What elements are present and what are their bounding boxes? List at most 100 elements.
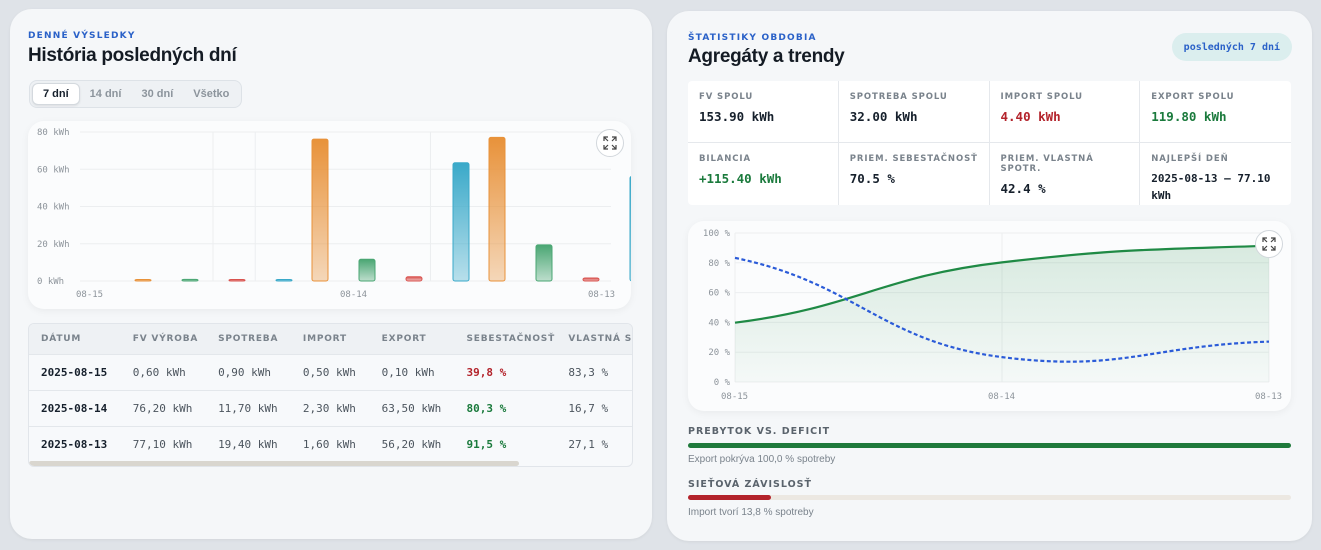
tab-14-days[interactable]: 14 dní xyxy=(89,88,122,100)
period-badge: posledných 7 dní xyxy=(1171,33,1292,61)
tab-30-days[interactable]: 30 dní xyxy=(141,88,174,100)
y-tick-label: 20 kWh xyxy=(37,240,70,250)
grid-dependency-bar-fill xyxy=(688,495,772,500)
bar xyxy=(629,175,647,282)
bar xyxy=(452,162,470,282)
cell-self-sufficiency: 91,5 % xyxy=(454,426,557,462)
stat-value: 32.00 kWh xyxy=(849,109,918,124)
expand-icon xyxy=(1262,237,1276,251)
cell-own-consumption: 16,7 % xyxy=(556,390,632,427)
line-chart-svg: 100 % 80 % 60 % 40 % 20 % 0 % 08-15 08-14 08-13 xyxy=(703,229,1282,402)
col-pv[interactable]: FV VÝROBA xyxy=(120,324,207,355)
page-title: História posledných dní xyxy=(28,45,237,66)
cell-export: 56,20 kWh xyxy=(369,426,455,462)
cell-self-sufficiency: 39,8 % xyxy=(454,354,557,391)
stat-export-total: EXPORT SPOLU 119.80 kWh xyxy=(1140,81,1291,143)
table-header-row: DÁTUM FV VÝROBA SPOTREBA IMPORT EXPORT S… xyxy=(29,324,632,355)
stat-value: 42.4 % xyxy=(1000,181,1046,196)
daily-results-card: DENNÉ VÝSLEDKY História posledných dní 7… xyxy=(10,9,652,539)
stat-value: 4.40 kWh xyxy=(1000,109,1061,124)
x-tick-label: 08-15 xyxy=(76,290,103,300)
x-tick-label: 08-14 xyxy=(340,290,367,300)
expand-icon xyxy=(603,136,617,150)
stat-label: NAJLEPŠÍ DEŇ xyxy=(1151,154,1229,164)
daily-bar-chart: 80 kWh 60 kWh 40 kWh 20 kWh 0 kWh 08-15 08-14 0… xyxy=(28,121,647,309)
stat-label: IMPORT SPOLU xyxy=(1000,92,1083,102)
trend-line-chart: 100 % 80 % 60 % 40 % 20 % 0 % 08-15 08-14 08-13 xyxy=(688,221,1291,411)
tab-all[interactable]: Všetko xyxy=(193,88,230,100)
cell-import: 2,30 kWh xyxy=(290,390,370,427)
range-tabs: 7 dní 14 dní 30 dní Všetko xyxy=(29,80,243,108)
stat-label: SPOTREBA SPOLU xyxy=(849,92,948,102)
col-export[interactable]: EXPORT xyxy=(369,324,455,355)
cell-pv: 77,10 kWh xyxy=(120,426,207,462)
expand-chart-button[interactable] xyxy=(1255,230,1283,258)
x-tick-label: 08-14 xyxy=(988,392,1015,402)
surplus-note: Export pokrýva 100,0 % spotreby xyxy=(688,454,836,465)
stat-balance: BILANCIA +115.40 kWh xyxy=(688,143,839,205)
x-tick-label: 08-13 xyxy=(1255,392,1282,402)
expand-chart-button[interactable] xyxy=(596,129,624,157)
col-date[interactable]: DÁTUM xyxy=(29,324,121,355)
y-tick-label: 80 % xyxy=(708,259,730,269)
bar-chart-svg: 80 kWh 60 kWh 40 kWh 20 kWh 0 kWh 08-15 08-14 0… xyxy=(37,128,647,300)
bar xyxy=(488,136,506,282)
stat-value: 2025-08-13 – 77.10 kWh xyxy=(1151,172,1271,202)
y-tick-label: 60 % xyxy=(708,289,730,299)
stat-value: 119.80 kWh xyxy=(1151,109,1227,124)
bar xyxy=(582,277,600,282)
x-tick-label: 08-15 xyxy=(721,392,748,402)
cell-date: 2025-08-15 xyxy=(29,354,121,391)
bar xyxy=(535,244,553,282)
y-tick-label: 100 % xyxy=(703,229,731,239)
bar xyxy=(405,276,423,282)
stat-label: EXPORT SPOLU xyxy=(1151,92,1235,102)
cell-pv: 76,20 kWh xyxy=(120,390,207,427)
series-line xyxy=(734,244,1270,324)
table-row[interactable]: 2025-08-15 0,60 kWh 0,90 kWh 0,50 kWh 0,… xyxy=(29,354,632,391)
x-tick-label: 08-13 xyxy=(588,290,615,300)
tab-7-days[interactable]: 7 dní xyxy=(32,83,80,105)
y-tick-label: 40 % xyxy=(708,318,730,328)
horizontal-scrollbar[interactable] xyxy=(29,461,519,466)
cell-consumption: 11,70 kWh xyxy=(206,390,291,427)
stat-value: +115.40 kWh xyxy=(699,171,782,186)
bar xyxy=(358,258,376,282)
series-area xyxy=(735,245,1269,382)
cell-consumption: 0,90 kWh xyxy=(206,354,291,391)
cell-own-consumption: 83,3 % xyxy=(556,354,632,391)
daily-table: DÁTUM FV VÝROBA SPOTREBA IMPORT EXPORT S… xyxy=(28,323,633,467)
col-import[interactable]: IMPORT xyxy=(290,324,370,355)
cell-self-sufficiency: 80,3 % xyxy=(454,390,557,427)
stats-grid: FV SPOLU 153.90 kWh SPOTREBA SPOLU 32.00 k… xyxy=(688,81,1291,205)
bar xyxy=(134,279,152,282)
bar xyxy=(181,278,199,282)
grid-dependency-heading: SIEŤOVÁ ZÁVISLOSŤ xyxy=(688,479,812,490)
section-eyebrow: ŠTATISTIKY OBDOBIA xyxy=(688,33,817,43)
stat-label: FV SPOLU xyxy=(699,92,754,102)
table-row[interactable]: 2025-08-13 77,10 kWh 19,40 kWh 1,60 kWh … xyxy=(29,426,632,462)
stat-consumption-total: SPOTREBA SPOLU 32.00 kWh xyxy=(838,81,990,143)
y-tick-label: 60 kWh xyxy=(37,165,70,175)
col-self-sufficiency[interactable]: SEBESTAČNOSŤ xyxy=(454,324,557,355)
series-line xyxy=(734,256,1270,363)
stat-best-day: NAJLEPŠÍ DEŇ 2025-08-13 – 77.10 kWh xyxy=(1140,143,1291,205)
stat-label: PRIEM. VLASTNÁ SPOTR. xyxy=(1000,154,1094,174)
period-stats-card: ŠTATISTIKY OBDOBIA Agregáty a trendy pos… xyxy=(667,11,1312,541)
grid-dependency-bar xyxy=(688,495,1291,500)
y-tick-label: 40 kWh xyxy=(37,203,70,213)
cell-pv: 0,60 kWh xyxy=(120,354,207,391)
stat-label: BILANCIA xyxy=(699,154,751,164)
col-own-consumption[interactable]: VLASTNÁ S xyxy=(556,324,632,355)
stat-import-total: IMPORT SPOLU 4.40 kWh xyxy=(989,81,1141,143)
cell-export: 63,50 kWh xyxy=(369,390,455,427)
y-tick-label: 80 kWh xyxy=(37,128,70,138)
surplus-bar xyxy=(688,443,1291,448)
cell-date: 2025-08-14 xyxy=(29,390,121,427)
stat-value: 153.90 kWh xyxy=(699,109,775,124)
section-title: Agregáty a trendy xyxy=(688,46,845,67)
table-row[interactable]: 2025-08-14 76,20 kWh 11,70 kWh 2,30 kWh … xyxy=(29,390,632,427)
surplus-heading: PREBYTOK VS. DEFICIT xyxy=(688,426,831,437)
col-consumption[interactable]: SPOTREBA xyxy=(206,324,291,355)
cell-own-consumption: 27,1 % xyxy=(556,426,632,462)
